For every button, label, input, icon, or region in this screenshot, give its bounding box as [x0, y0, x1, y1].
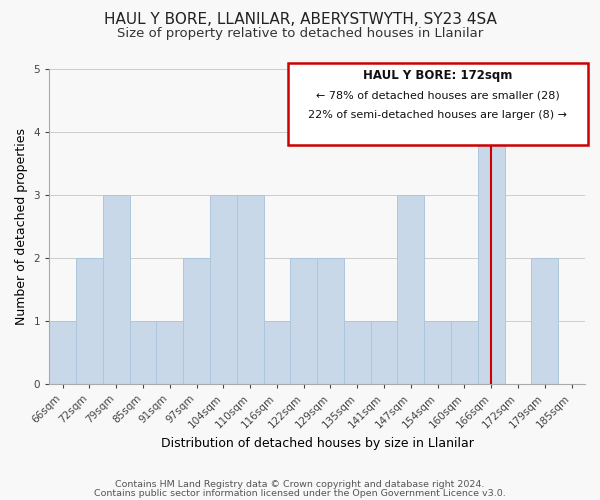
Bar: [451, 321, 478, 384]
Bar: [210, 195, 237, 384]
Text: 22% of semi-detached houses are larger (8) →: 22% of semi-detached houses are larger (…: [308, 110, 568, 120]
Text: HAUL Y BORE: 172sqm: HAUL Y BORE: 172sqm: [364, 68, 512, 82]
Text: ← 78% of detached houses are smaller (28): ← 78% of detached houses are smaller (28…: [316, 90, 560, 100]
Bar: [130, 321, 157, 384]
Bar: [424, 321, 451, 384]
Bar: [103, 195, 130, 384]
Bar: [183, 258, 210, 384]
Bar: [49, 321, 76, 384]
Text: Size of property relative to detached houses in Llanilar: Size of property relative to detached ho…: [117, 28, 483, 40]
Bar: [371, 321, 397, 384]
Bar: [397, 195, 424, 384]
Y-axis label: Number of detached properties: Number of detached properties: [15, 128, 28, 325]
Bar: [344, 321, 371, 384]
Bar: [237, 195, 263, 384]
Bar: [290, 258, 317, 384]
Bar: [263, 321, 290, 384]
Bar: [157, 321, 183, 384]
Text: HAUL Y BORE, LLANILAR, ABERYSTWYTH, SY23 4SA: HAUL Y BORE, LLANILAR, ABERYSTWYTH, SY23…: [104, 12, 496, 28]
Text: Contains HM Land Registry data © Crown copyright and database right 2024.: Contains HM Land Registry data © Crown c…: [115, 480, 485, 489]
X-axis label: Distribution of detached houses by size in Llanilar: Distribution of detached houses by size …: [161, 437, 473, 450]
Bar: [532, 258, 558, 384]
Bar: [76, 258, 103, 384]
Bar: [317, 258, 344, 384]
Bar: [478, 132, 505, 384]
Text: Contains public sector information licensed under the Open Government Licence v3: Contains public sector information licen…: [94, 488, 506, 498]
